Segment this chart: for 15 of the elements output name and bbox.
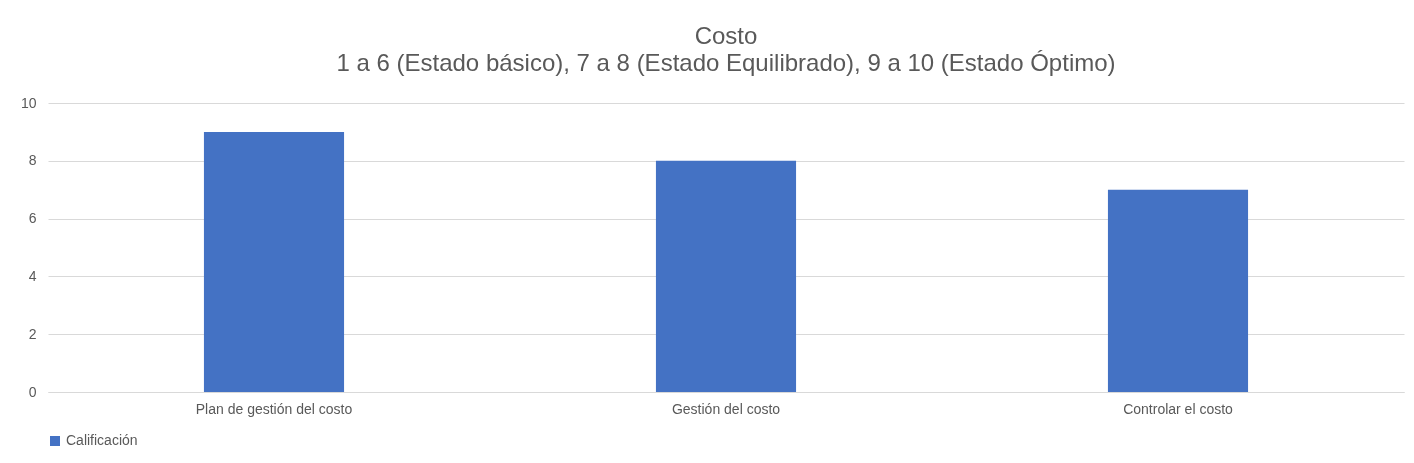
y-tick-label: 4 (28, 267, 37, 284)
y-tick-label: 6 (28, 210, 37, 227)
bar (1107, 189, 1249, 392)
bar (655, 160, 797, 392)
x-tick-label: Plan de gestión del costo (195, 400, 353, 417)
y-tick-label: 0 (28, 383, 37, 400)
legend-label: Calificación (66, 432, 138, 448)
y-tick-label: 10 (20, 94, 37, 111)
chart-subtitle: 1 a 6 (Estado básico), 7 a 8 (Estado Equilibrado), 9 a 10 (Estado Óptimo) (336, 49, 1116, 76)
y-tick-label: 2 (28, 325, 37, 342)
chart-title: Costo (694, 22, 758, 49)
x-tick-label: Gestión del costo (671, 400, 781, 417)
bar (203, 131, 345, 392)
x-tick-label: Controlar el costo (1123, 400, 1234, 417)
y-tick-label: 8 (28, 152, 37, 169)
